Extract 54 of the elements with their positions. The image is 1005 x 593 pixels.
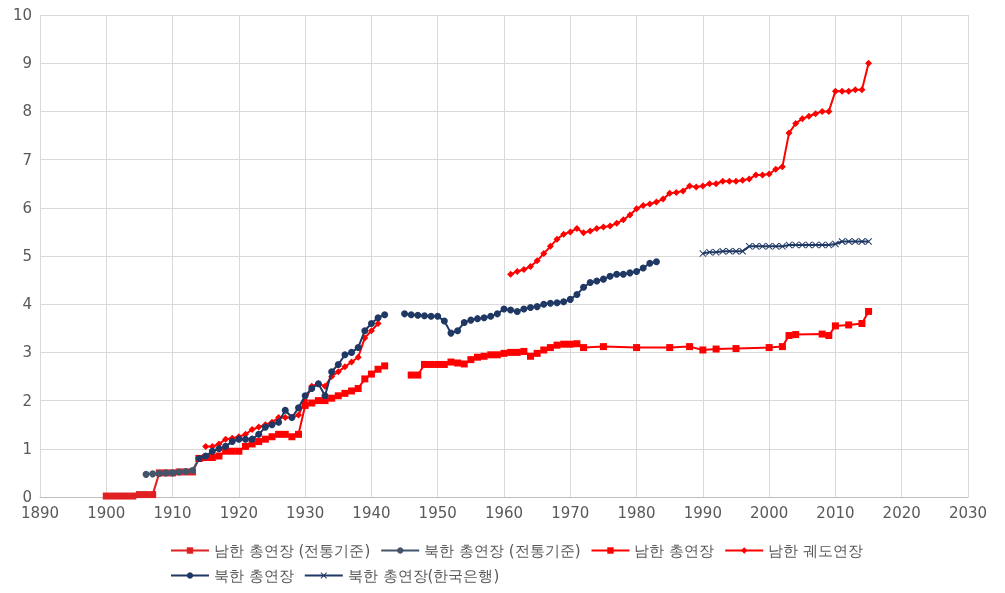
point xyxy=(772,242,780,250)
point xyxy=(135,491,143,499)
point xyxy=(739,247,747,255)
y-tick-label: 0 xyxy=(22,488,32,506)
x-tick-label: 2030 xyxy=(948,503,988,522)
point xyxy=(838,238,846,246)
point xyxy=(792,241,800,249)
point xyxy=(142,470,150,478)
x-tick-label: 1900 xyxy=(87,503,126,522)
point xyxy=(129,492,137,500)
point xyxy=(149,491,157,499)
y-tick-label: 6 xyxy=(22,198,32,217)
x-tick-label: 1990 xyxy=(683,503,722,522)
x-tick-label: 1980 xyxy=(617,503,656,522)
point xyxy=(831,240,839,248)
point xyxy=(745,242,753,250)
point xyxy=(719,247,727,255)
legend-label: 북한 총연장 (전통기준) xyxy=(424,541,581,560)
x-tick-label: 1960 xyxy=(484,503,524,522)
point xyxy=(705,248,713,256)
point xyxy=(798,241,806,249)
point xyxy=(812,241,820,249)
y-tick-label: 4 xyxy=(22,295,32,314)
x-tick-label: 1890 xyxy=(20,503,60,522)
legend-label: 남한 총연장 xyxy=(634,541,715,560)
x-tick-label: 2020 xyxy=(882,503,921,522)
legend-label: 북한 총연장 xyxy=(214,566,294,585)
y-tick-label: 2 xyxy=(22,391,32,410)
point xyxy=(116,492,124,500)
y-tick-label: 3 xyxy=(22,343,32,362)
y-tick-label: 1 xyxy=(22,439,32,458)
legend-label: 남한 궤도연장 xyxy=(768,541,864,560)
legend-label: 북한 총연장(한국은행) xyxy=(347,566,500,585)
y-tick-label: 10 xyxy=(12,6,32,24)
y-tick-label: 9 xyxy=(22,54,32,73)
point xyxy=(149,470,157,478)
x-tick-label: 2010 xyxy=(816,503,855,522)
x-tick-label: 1940 xyxy=(352,503,391,522)
x-tick-label: 2000 xyxy=(750,503,789,522)
y-tick-label: 8 xyxy=(22,102,32,121)
x-tick-label: 1910 xyxy=(153,503,192,522)
y-tick-label: 5 xyxy=(22,247,32,265)
x-tick-label: 1930 xyxy=(286,503,325,522)
point xyxy=(752,242,760,250)
point xyxy=(109,492,117,500)
legend-label: 남한 총연장 (전통기준) xyxy=(214,541,371,560)
x-tick-label: 1920 xyxy=(219,503,258,522)
point xyxy=(699,250,707,258)
point xyxy=(858,238,866,246)
y-tick-label: 7 xyxy=(22,150,32,169)
x-tick-label: 1970 xyxy=(551,503,590,522)
point xyxy=(765,242,773,250)
point xyxy=(725,247,733,255)
x-tick-label: 1950 xyxy=(418,503,457,522)
